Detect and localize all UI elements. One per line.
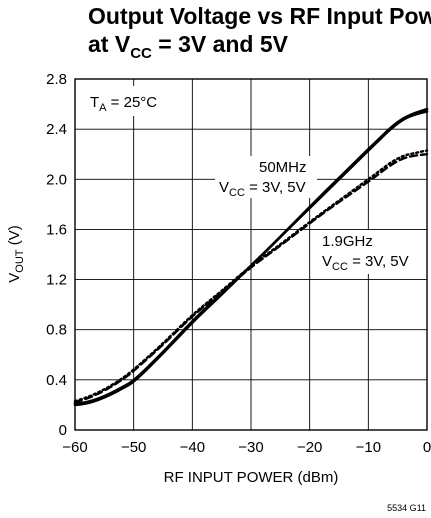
figure-id: 5534 G11 — [387, 503, 426, 513]
chart-title-line1: Output Voltage vs RF Input Power — [88, 3, 431, 29]
x-tick-label: −20 — [297, 439, 322, 456]
y-tick-label: 0 — [59, 422, 67, 439]
y-tick-label: 1.2 — [46, 272, 67, 289]
x-tick-label: −30 — [238, 439, 263, 456]
label-19ghz-line1: 1.9GHz — [322, 233, 373, 250]
x-axis-label: RF INPUT POWER (dBm) — [164, 469, 339, 486]
y-tick-label: 0.4 — [46, 372, 67, 389]
plot-frame — [74, 78, 428, 431]
x-tick-label: −50 — [121, 439, 146, 456]
label-50mhz-line2: VCC = 3V, 5V — [219, 179, 306, 199]
y-tick-labels: 0 0.4 0.8 1.2 1.6 2.0 2.4 2.8 — [46, 71, 67, 439]
series-lines — [73, 107, 429, 407]
y-tick-label: 1.6 — [46, 221, 67, 238]
ta-label: TA = 25°C — [90, 94, 157, 114]
y-tick-label: 2.8 — [46, 71, 67, 88]
annotation-ta: TA = 25°C — [80, 86, 190, 116]
chart-title-line2: at VCC = 3V and 5V — [88, 31, 289, 62]
y-tick-label: 0.8 — [46, 322, 67, 339]
x-tick-label: −10 — [356, 439, 381, 456]
label-19ghz-line2: VCC = 3V, 5V — [322, 253, 409, 273]
y-tick-label: 2.4 — [46, 121, 67, 138]
annotation-50mhz: 50MHz VCC = 3V, 5V — [215, 156, 317, 199]
y-axis-label: VOUT (V) — [6, 225, 26, 282]
x-tick-labels: −60 −50 −40 −30 −20 −10 0 — [62, 439, 431, 456]
y-tick-label: 2.0 — [46, 171, 67, 188]
x-tick-label: −60 — [62, 439, 87, 456]
series-line — [73, 149, 429, 403]
x-tick-label: −40 — [180, 439, 205, 456]
series-line — [73, 107, 429, 405]
label-50mhz-line1: 50MHz — [259, 159, 307, 176]
annotation-19ghz: 1.9GHz VCC = 3V, 5V — [318, 230, 422, 274]
x-tick-label: 0 — [423, 439, 431, 456]
